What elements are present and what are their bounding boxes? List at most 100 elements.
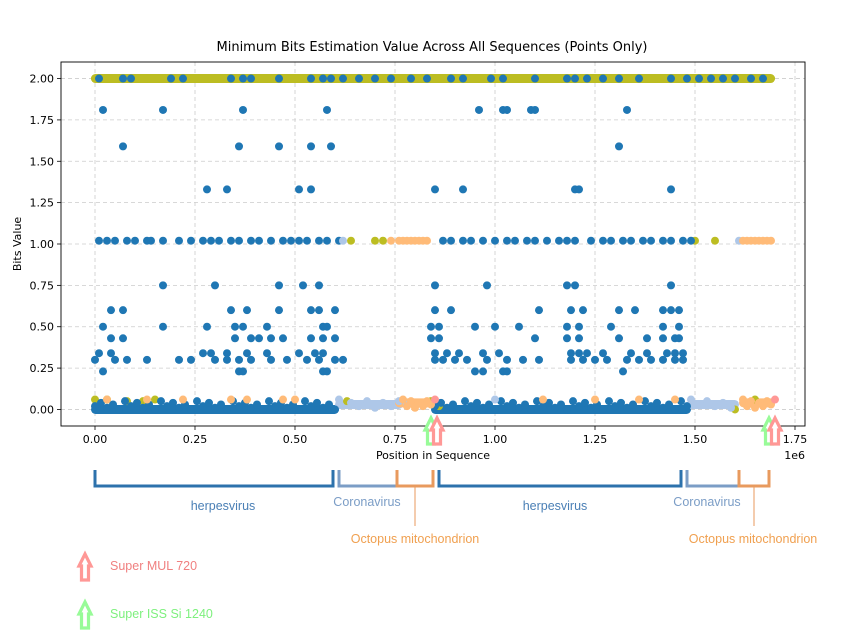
- data-point: [303, 355, 311, 364]
- data-point: [545, 398, 553, 407]
- data-point: [615, 306, 623, 315]
- data-point: [167, 74, 175, 83]
- data-point: [331, 405, 339, 414]
- data-point: [263, 349, 271, 358]
- data-point: [379, 236, 387, 245]
- data-point: [331, 355, 339, 364]
- data-point: [471, 367, 479, 376]
- data-point: [459, 185, 467, 194]
- data-point: [107, 349, 115, 358]
- data-point: [583, 74, 591, 83]
- data-point: [435, 74, 443, 83]
- data-point: [515, 322, 523, 331]
- data-point: [659, 322, 667, 331]
- data-point: [767, 236, 775, 245]
- data-point: [483, 355, 491, 364]
- y-tick-label: 1.00: [30, 238, 55, 251]
- data-point: [599, 349, 607, 358]
- data-point: [227, 74, 235, 83]
- data-point: [263, 74, 271, 83]
- x-tick-label: 0.00: [83, 433, 108, 446]
- data-point: [623, 403, 631, 412]
- data-point: [227, 306, 235, 315]
- data-point: [653, 398, 661, 407]
- data-point: [267, 334, 275, 343]
- data-point: [275, 142, 283, 151]
- data-point: [531, 236, 539, 245]
- data-point: [155, 74, 163, 83]
- data-point: [671, 355, 679, 364]
- data-point: [471, 322, 479, 331]
- data-point: [459, 236, 467, 245]
- data-point: [491, 236, 499, 245]
- data-point: [631, 306, 639, 315]
- data-point: [119, 74, 127, 83]
- data-point: [283, 355, 291, 364]
- data-point: [407, 397, 415, 406]
- data-point: [479, 403, 487, 412]
- data-point: [443, 349, 451, 358]
- y-tick-label: 0.25: [30, 362, 55, 375]
- region-label: Coronavirus: [333, 495, 400, 509]
- data-point: [307, 306, 315, 315]
- data-point: [671, 349, 679, 358]
- data-point: [675, 322, 683, 331]
- data-point: [485, 400, 493, 409]
- data-point: [503, 236, 511, 245]
- data-point: [207, 236, 215, 245]
- data-point: [475, 74, 483, 83]
- data-point: [323, 105, 331, 114]
- data-point: [663, 349, 671, 358]
- data-point: [575, 185, 583, 194]
- data-point: [207, 349, 215, 358]
- data-point: [659, 306, 667, 315]
- data-point: [599, 74, 607, 83]
- data-point: [515, 403, 523, 412]
- data-point: [583, 349, 591, 358]
- data-point: [387, 74, 395, 83]
- data-point: [527, 405, 535, 414]
- data-point: [279, 395, 287, 404]
- data-point: [175, 236, 183, 245]
- data-point: [287, 236, 295, 245]
- data-point: [103, 74, 111, 83]
- data-point: [239, 322, 247, 331]
- data-point: [499, 74, 507, 83]
- data-point: [579, 306, 587, 315]
- data-point: [535, 355, 543, 364]
- data-point: [575, 402, 583, 411]
- data-point: [187, 405, 195, 414]
- data-point: [267, 355, 275, 364]
- data-point: [467, 236, 475, 245]
- data-point: [315, 281, 323, 290]
- data-point: [617, 398, 625, 407]
- region-label: Octopus mitochondrion: [689, 532, 818, 546]
- data-point: [719, 398, 727, 407]
- x-tick-label: 0.50: [283, 433, 308, 446]
- data-point: [491, 395, 499, 404]
- region-bracket: [93, 470, 335, 488]
- data-point: [651, 74, 659, 83]
- data-point: [665, 400, 673, 409]
- data-point: [103, 236, 111, 245]
- region-label: Octopus mitochondrion: [351, 532, 480, 546]
- data-point: [263, 322, 271, 331]
- data-point: [139, 403, 147, 412]
- data-point: [307, 185, 315, 194]
- data-point: [767, 74, 775, 83]
- y-tick-label: 0.75: [30, 279, 55, 292]
- data-point: [679, 355, 687, 364]
- legend-label: Super ISS Si 1240: [110, 607, 213, 621]
- data-point: [147, 236, 155, 245]
- data-point: [607, 322, 615, 331]
- data-point: [431, 395, 439, 404]
- data-point: [159, 236, 167, 245]
- data-point: [267, 236, 275, 245]
- data-point: [133, 398, 141, 407]
- data-point: [747, 397, 755, 406]
- data-point: [387, 236, 395, 245]
- data-point: [641, 397, 649, 406]
- data-point: [497, 397, 505, 406]
- data-point: [91, 395, 99, 404]
- data-point: [227, 236, 235, 245]
